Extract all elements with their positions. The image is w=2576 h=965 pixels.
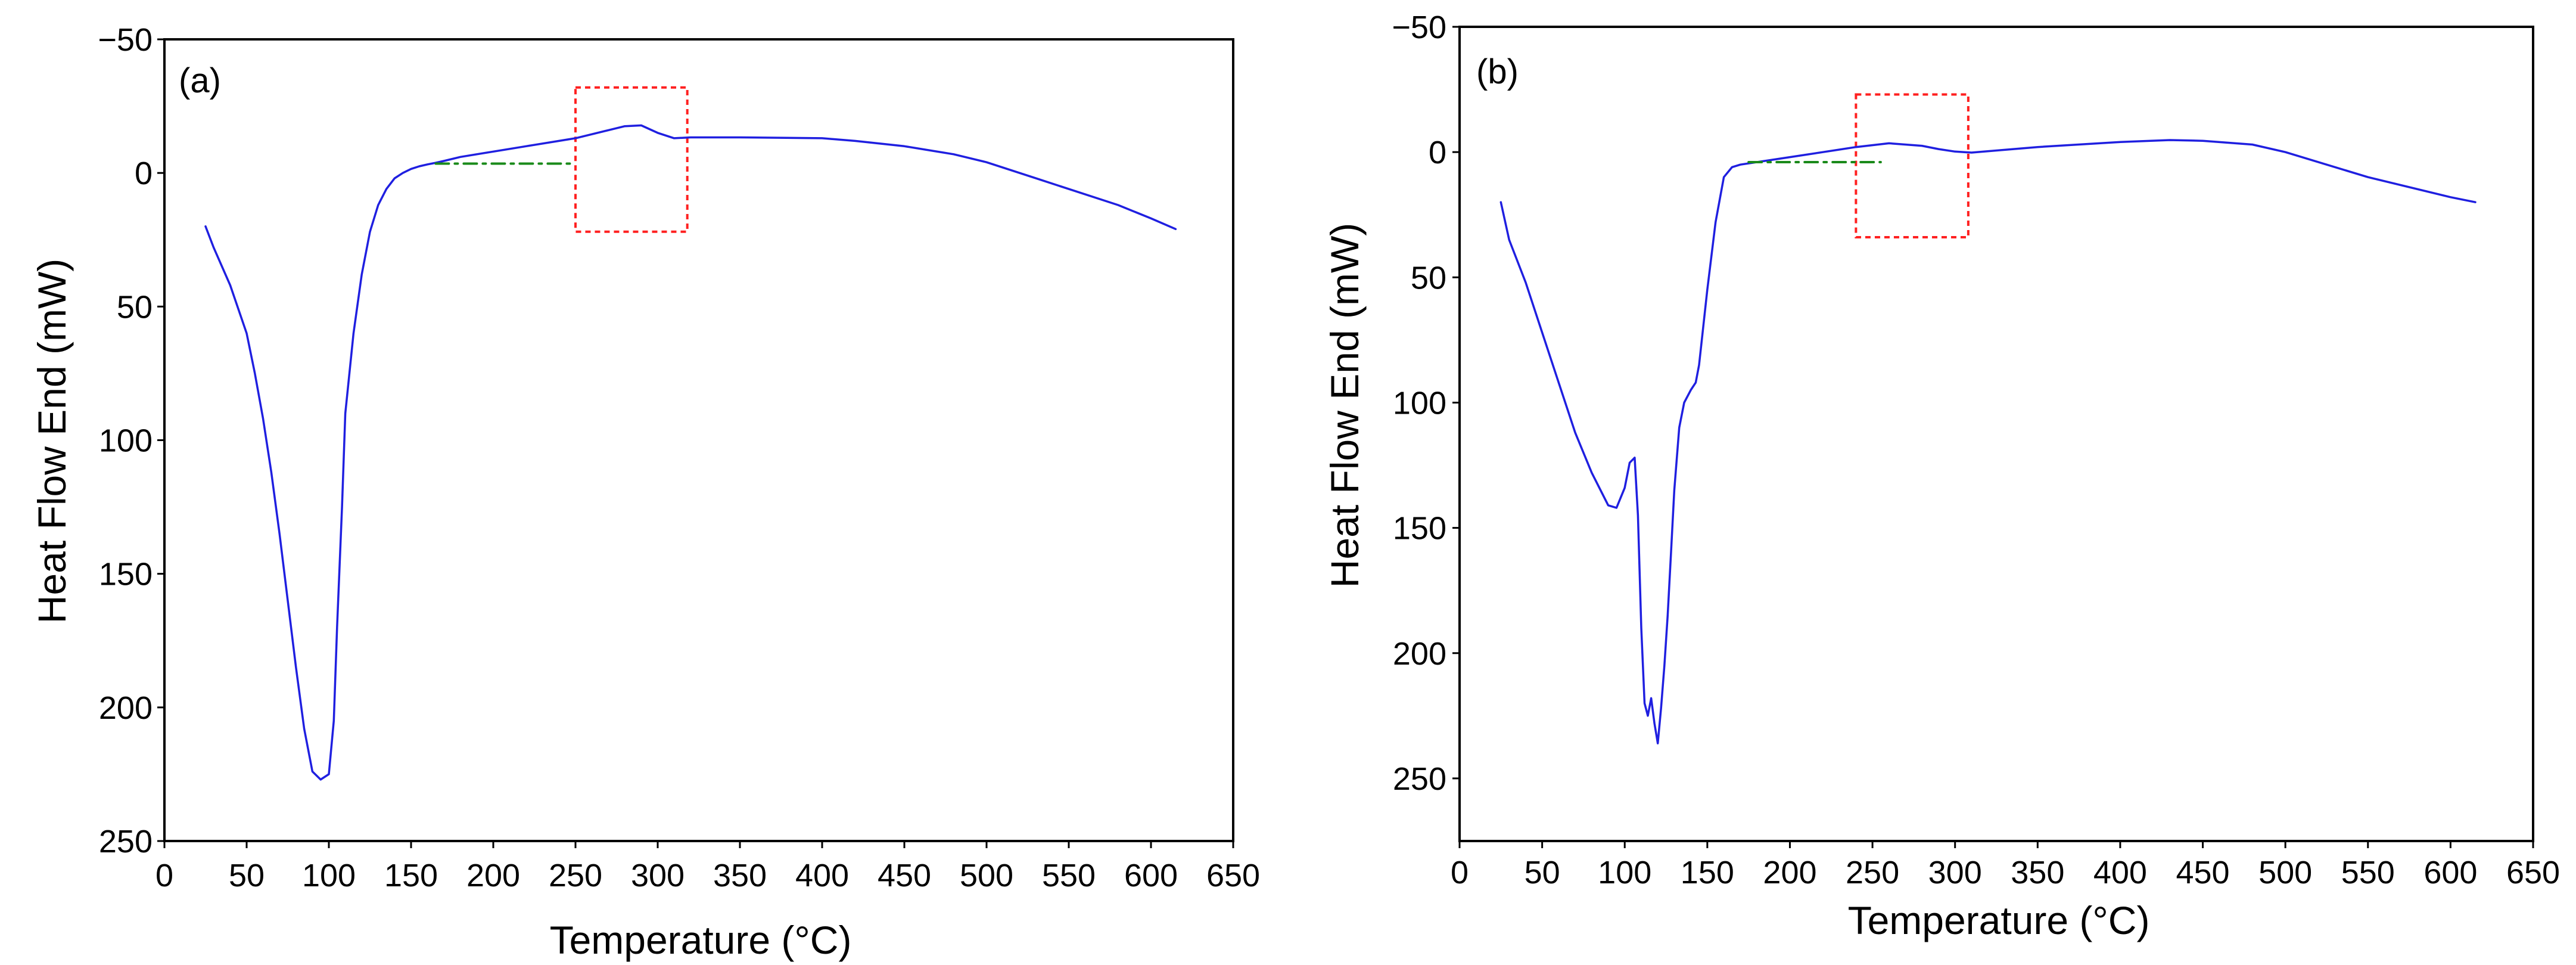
y-tick-label-a: 150	[99, 557, 153, 592]
annotation-box-b	[1855, 93, 1970, 239]
x-axis-label-a: Temperature (°C)	[550, 918, 852, 962]
x-tick-label-b: 50	[1525, 855, 1560, 890]
x-tick-label-b: 600	[2423, 855, 2477, 890]
y-tick-label-b: 150	[1393, 511, 1446, 547]
y-axis-label-b: Heat Flow End (mW)	[1323, 223, 1367, 588]
x-tick-label-a: 350	[713, 858, 767, 893]
x-tick-label-a: 500	[960, 858, 1013, 893]
x-tick-label-a: 50	[229, 858, 265, 893]
y-tick-label-a: 250	[99, 824, 153, 859]
series-b	[1499, 93, 2477, 744]
axis-ticks-b: 0 50 100 150 200 250 300 350 400 450 500 550 600 650−…	[1392, 10, 2560, 890]
x-tick-label-a: 200	[466, 858, 520, 893]
x-tick-label-b: 400	[2093, 855, 2147, 890]
x-tick-label-b: 250	[1846, 855, 1899, 890]
x-tick-label-a: 0	[155, 858, 173, 893]
x-tick-label-b: 100	[1598, 855, 1651, 890]
x-tick-label-b: 450	[2176, 855, 2229, 890]
x-tick-label-b: 550	[2341, 855, 2395, 890]
x-tick-label-b: 300	[1928, 855, 1982, 890]
x-tick-label-a: 650	[1206, 858, 1260, 893]
chart-panel-a: 0 50 100 150 200 250 300 350 400 450 500 550 600 650−…	[30, 22, 1260, 962]
y-tick-label-a: −50	[98, 22, 153, 58]
x-tick-label-a: 250	[549, 858, 602, 893]
panel-label-b: (b)	[1476, 52, 1519, 91]
panel-label-a: (a)	[179, 61, 221, 100]
y-tick-label-b: −50	[1392, 10, 1446, 45]
y-tick-label-a: 50	[117, 289, 153, 325]
series-a	[204, 86, 1177, 781]
plot-frame-a	[163, 38, 1234, 842]
y-tick-label-b: 0	[1429, 135, 1446, 170]
x-axis-label-b: Temperature (°C)	[1848, 898, 2150, 942]
y-tick-label-b: 250	[1393, 761, 1446, 797]
x-tick-label-b: 350	[2011, 855, 2064, 890]
x-tick-label-a: 100	[302, 858, 356, 893]
y-tick-label-a: 0	[135, 156, 153, 191]
x-tick-label-b: 650	[2506, 855, 2560, 890]
x-tick-label-b: 200	[1763, 855, 1816, 890]
x-tick-label-b: 150	[1681, 855, 1734, 890]
x-tick-label-a: 150	[384, 858, 438, 893]
dsc-curve-b	[1499, 139, 2477, 744]
y-axis-label-a: Heat Flow End (mW)	[30, 259, 74, 623]
dsc-curve-a	[204, 124, 1177, 781]
y-tick-label-a: 200	[99, 690, 153, 726]
x-tick-label-a: 400	[795, 858, 849, 893]
y-tick-label-b: 200	[1393, 636, 1446, 672]
x-tick-label-a: 600	[1124, 858, 1178, 893]
annotation-box-a	[574, 86, 689, 233]
plot-frame-b	[1458, 26, 2534, 842]
x-tick-label-a: 550	[1042, 858, 1096, 893]
x-tick-label-b: 500	[2258, 855, 2312, 890]
x-tick-label-b: 0	[1451, 855, 1469, 890]
axis-ticks-a: 0 50 100 150 200 250 300 350 400 450 500 550 600 650−…	[98, 22, 1260, 893]
x-tick-label-a: 450	[878, 858, 931, 893]
chart-panel-b: 0 50 100 150 200 250 300 350 400 450 500 550 600 650−…	[1323, 10, 2560, 942]
y-tick-label-b: 50	[1411, 260, 1446, 296]
y-tick-label-b: 100	[1393, 385, 1446, 421]
x-tick-label-a: 300	[631, 858, 685, 893]
y-tick-label-a: 100	[99, 423, 153, 459]
